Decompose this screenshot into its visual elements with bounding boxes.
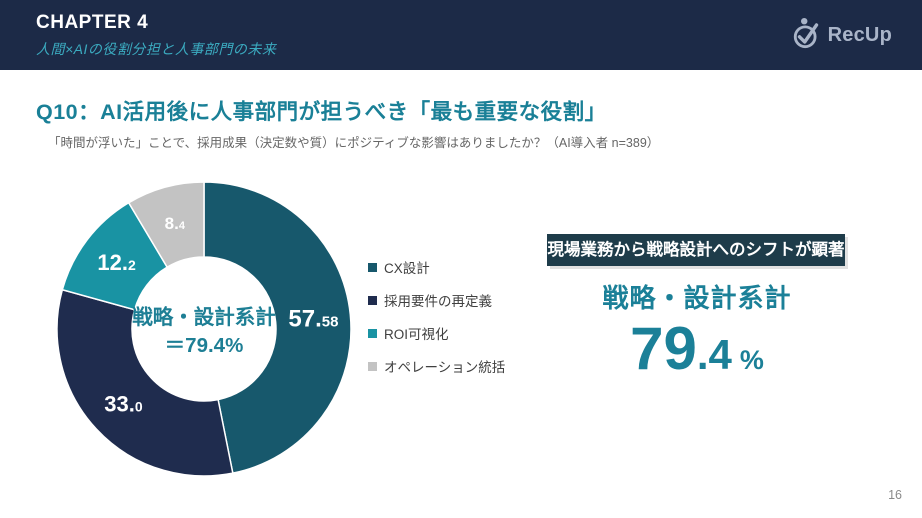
insight-badge: 現場業務から戦略設計へのシフトが顕著 [547, 234, 845, 266]
recup-logo: RecUp [791, 15, 892, 56]
callout-panel: 現場業務から戦略設計へのシフトが顕著 戦略・設計系計 79.4% [547, 234, 847, 380]
segment-label-4: 8.4 [165, 214, 186, 233]
donut-center-label-line2: ＝79.4% [165, 334, 244, 357]
legend-item-4: オペレーション統括 [368, 356, 505, 376]
header-left: CHAPTER 4 人間×AIの役割分担と人事部門の未来 [36, 12, 276, 59]
legend-swatch-4 [368, 361, 377, 371]
legend-label-2: 採用要件の再定義 [384, 294, 492, 309]
recup-logo-icon [791, 15, 825, 56]
segment-label-2: 33.0 [104, 392, 143, 417]
page-number: 16 [888, 488, 902, 502]
callout-value: 79.4% [547, 317, 847, 380]
legend-label-4: オペレーション統括 [384, 360, 506, 375]
callout-label: 戦略・設計系計 [602, 283, 792, 313]
legend-item-3: ROI可視化 [368, 323, 505, 343]
donut-center-label-line1: 戦略・設計系計 [132, 305, 276, 329]
segment-label-1: 57.58 [288, 306, 338, 333]
donut-segment-1 [203, 181, 352, 475]
donut-chart: 57.58 33.0 12.2 8.4 戦略・設計系計 ＝79.4% [56, 181, 352, 477]
chapter-subtitle: 人間×AIの役割分担と人事部門の未来 [36, 40, 277, 57]
question-subtitle: 「時間が浮いた」ことで、採用成果（決定数や質）にポジティブな影響はありましたか？… [48, 136, 660, 150]
legend-item-2: 採用要件の再定義 [368, 290, 505, 310]
question-title: Q10：AI活用後に人事部門が担うべき「最も重要な役割」 [36, 100, 607, 124]
legend-swatch-1 [368, 262, 377, 272]
header-bar: CHAPTER 4 人間×AIの役割分担と人事部門の未来 RecUp [0, 0, 922, 70]
callout-value-unit: % [739, 345, 764, 375]
donut-segment-4 [127, 181, 205, 269]
callout-value-int: 79 [630, 315, 697, 382]
chart-legend: CX設計採用要件の再定義 ROI可視化オペレーション統括 [368, 257, 505, 389]
callout-value-dec: .4 [696, 331, 732, 378]
legend-item-1: CX設計 [368, 257, 505, 277]
chapter-title: CHAPTER 4 [36, 11, 149, 33]
legend-label-1: CX設計 [384, 261, 430, 276]
segment-label-3: 12.2 [97, 250, 136, 275]
legend-swatch-3 [368, 328, 377, 338]
recup-logo-text: RecUp [827, 23, 892, 46]
donut-segment-2 [56, 288, 234, 477]
legend-label-3: ROI可視化 [384, 327, 449, 342]
legend-swatch-2 [368, 295, 377, 305]
